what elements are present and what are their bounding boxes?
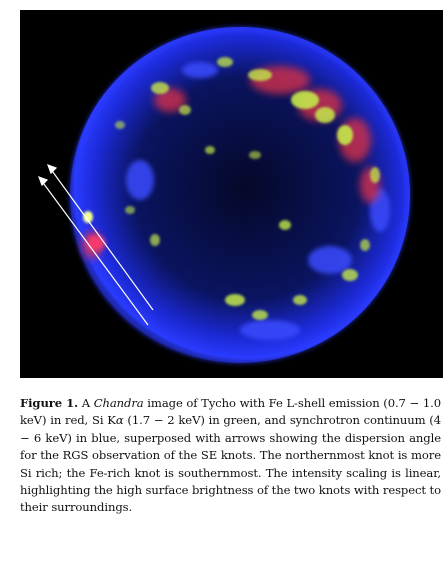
tycho-xray-image bbox=[20, 10, 443, 378]
tycho-remnant-svg bbox=[20, 10, 443, 378]
caption-chandra: Chandra bbox=[94, 396, 144, 410]
figure-caption: Figure 1. A Chandra image of Tycho with … bbox=[20, 395, 441, 517]
caption-text-3: (1.7 − 2 keV) in green, and synchrotron … bbox=[20, 413, 441, 514]
caption-alpha: α bbox=[116, 413, 124, 427]
caption-text-1: A bbox=[78, 396, 94, 410]
arrow-head-lower bbox=[39, 177, 47, 185]
arrow-head-upper bbox=[48, 165, 56, 173]
fe-rich-knot bbox=[87, 235, 105, 251]
figure-label: Figure 1. bbox=[20, 396, 78, 410]
